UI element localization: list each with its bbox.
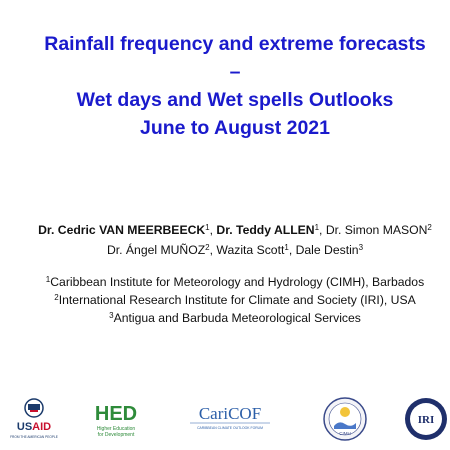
title-line-4: June to August 2021 [140,117,330,139]
iri-logo: IRI [405,398,447,440]
author-name: Wazita Scott [216,243,285,257]
author-affil-mark: 3 [358,243,364,252]
iri-wordmark: IRI [418,414,435,426]
usaid-logo: USAID FROM THE AMERICAN PEOPLE [10,398,58,439]
author-affil-mark: 1 [284,243,289,252]
author-name: Dr. Ángel MUÑOZ [106,243,206,257]
affiliation-text: Antigua and Barbuda Meteorological Servi… [113,311,361,325]
affiliation-item: 3Antigua and Barbuda Meteorological Serv… [0,309,450,327]
title-line-1: Rainfall frequency and extreme forecasts [44,33,426,55]
affiliation-list: 1Caribbean Institute for Meteorology and… [0,273,450,327]
author-line-1: Dr. Cedric VAN MEERBEECK1, Dr. Teddy ALL… [0,220,450,240]
author-name: Dr. Teddy ALLEN [216,223,315,237]
title-line-3: Wet days and Wet spells Outlooks [76,89,394,111]
author-name: Dr. Simon MASON [325,223,428,237]
hed-tagline-1: Higher Education [97,426,136,432]
usaid-seal-stripe [30,410,38,412]
sun-icon [340,407,350,417]
affiliation-mark: 1 [45,275,51,284]
affiliation-text: Caribbean Institute for Meteorology and … [50,275,425,289]
affiliation-mark: 2 [54,293,59,302]
affiliation-item: 1Caribbean Institute for Meteorology and… [0,273,450,291]
caricof-logo: CariCOF CARIBBEAN CLIMATE OUTLOOK FORUM [190,404,270,430]
author-line-2: Dr. Ángel MUÑOZ2, Wazita Scott1, Dale De… [0,240,450,260]
usaid-seal-band [28,404,40,410]
slide-title: Rainfall frequency and extreme forecasts… [0,30,450,142]
affiliation-text: International Research Institute for Cli… [58,293,416,307]
affiliation-item: 2International Research Institute for Cl… [0,291,450,309]
author-separator: , [319,223,326,237]
hed-wordmark: HED [95,403,137,425]
cimh-logo: CIMH [323,397,367,441]
author-separator: , [288,243,296,257]
hed-tagline-2: for Development [98,432,135,438]
author-affil-mark: 2 [205,243,210,252]
author-affil-mark: 2 [427,223,432,232]
hed-logo: HED Higher Education for Development [95,403,137,438]
wave-icon [334,422,356,429]
author-list: Dr. Cedric VAN MEERBEECK1, Dr. Teddy ALL… [0,220,450,260]
usaid-tagline: FROM THE AMERICAN PEOPLE [10,435,58,439]
usaid-wordmark: USAID [17,421,51,433]
author-affil-mark: 1 [314,223,320,232]
caricof-wordmark: CariCOF [199,404,261,423]
caricof-tagline: CARIBBEAN CLIMATE OUTLOOK FORUM [197,426,263,430]
cimh-wordmark: CIMH [339,431,351,436]
iri-inner-ring [410,403,442,435]
author-name: Dr. Cedric VAN MEERBEECK [38,223,206,237]
author-name: Dale Destin [295,243,359,257]
author-affil-mark: 1 [205,223,210,232]
title-line-2: – [229,61,241,83]
author-separator: , [209,223,217,237]
affiliation-mark: 3 [109,311,114,320]
author-separator: , [209,243,217,257]
